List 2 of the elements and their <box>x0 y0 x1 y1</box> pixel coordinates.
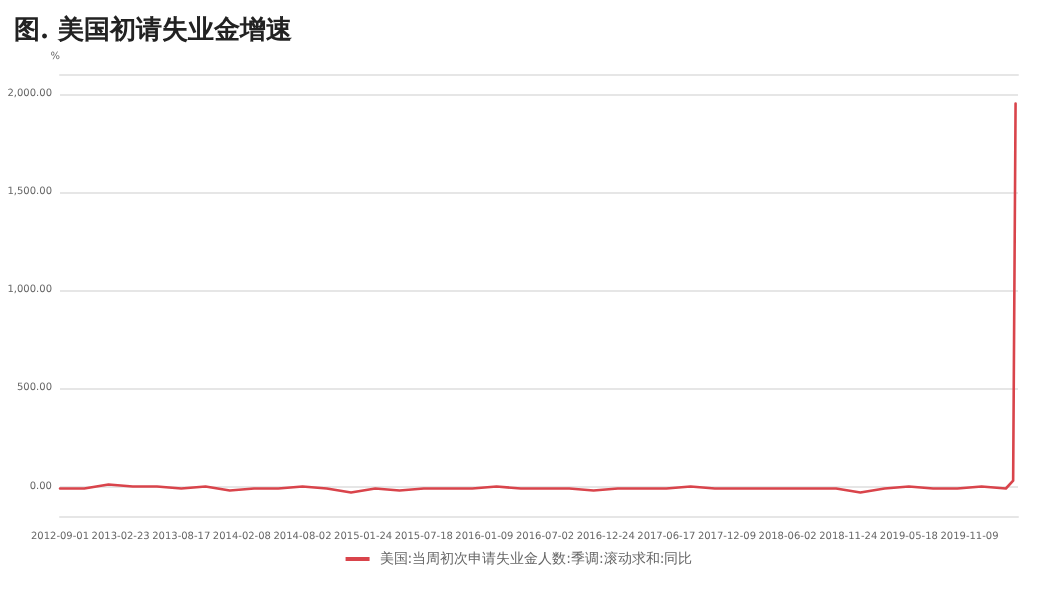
line-series <box>58 102 1017 494</box>
chart-title: 图. 美国初请失业金增速 <box>14 14 295 46</box>
